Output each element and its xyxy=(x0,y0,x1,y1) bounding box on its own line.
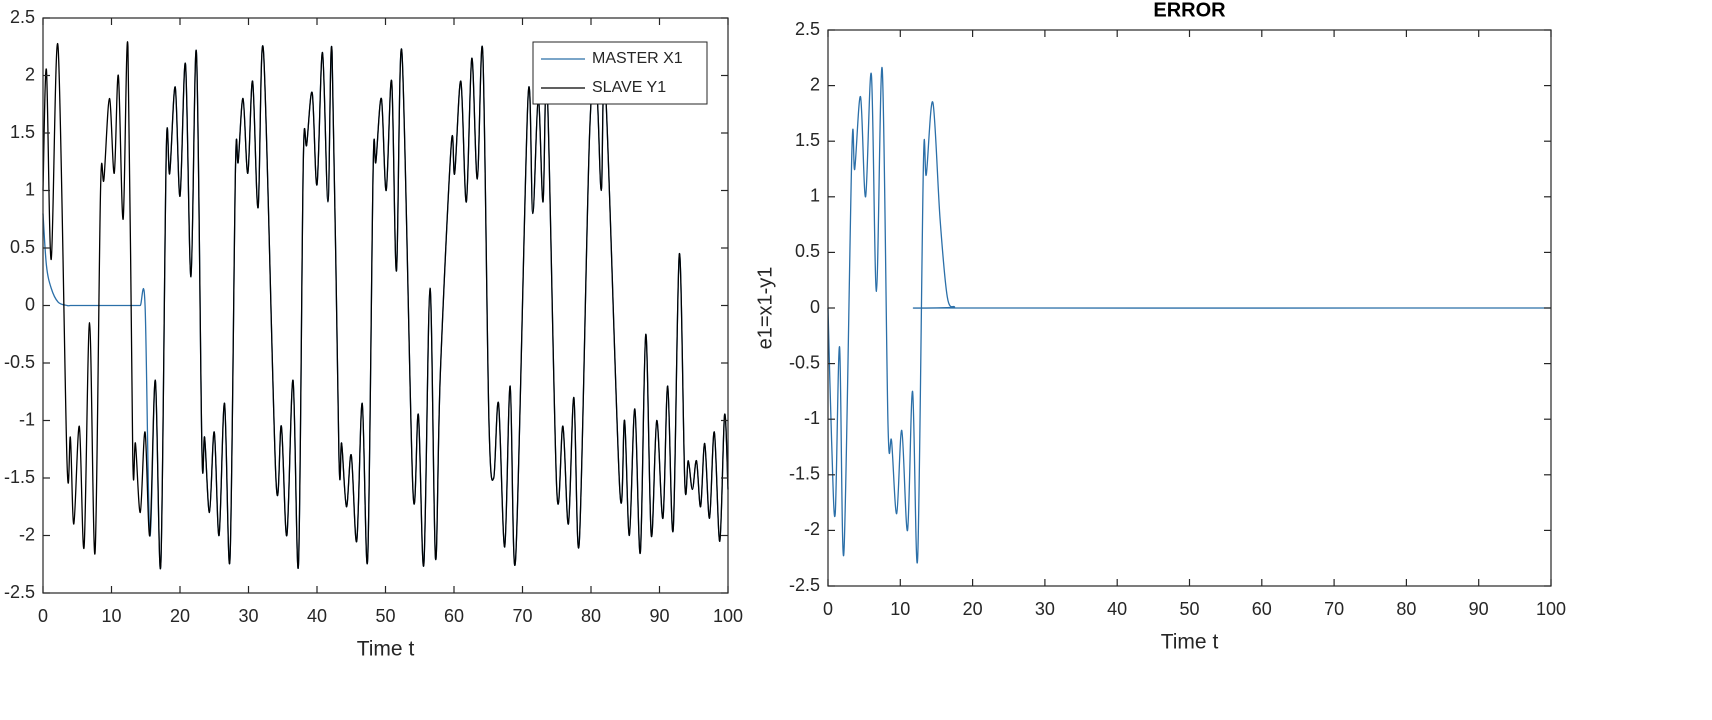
y-tick-label: 0.5 xyxy=(10,237,35,257)
y-tick-label: 0 xyxy=(25,294,35,314)
plot-area xyxy=(43,18,728,593)
y-tick-label: 1.5 xyxy=(10,122,35,142)
x-tick-label: 10 xyxy=(101,606,121,626)
x-tick-label: 30 xyxy=(1035,599,1055,619)
x-tick-label: 50 xyxy=(1179,599,1199,619)
x-axis-label: Time t xyxy=(1161,631,1219,654)
y-tick-label: 0 xyxy=(810,297,820,317)
x-tick-label: 70 xyxy=(512,606,532,626)
y-tick-label: -0.5 xyxy=(789,352,820,372)
x-tick-label: 100 xyxy=(1536,599,1566,619)
y-tick-label: -0.5 xyxy=(4,352,35,372)
y-tick-label: 1 xyxy=(810,186,820,206)
y-tick-label: -1.5 xyxy=(789,464,820,484)
subplot: 0 10 20 30 40 50 60 70 80 90 100 -2.5 -2 -1.5 -1 -0.5 0 0… xyxy=(754,0,1566,654)
y-tick-label: -2 xyxy=(19,524,35,544)
y-tick-label: 0.5 xyxy=(795,241,820,261)
y-tick-label: -2.5 xyxy=(789,575,820,595)
y-tick-label: -1 xyxy=(804,408,820,428)
x-tick-label: 20 xyxy=(963,599,983,619)
chart-title: ERROR xyxy=(1153,0,1226,21)
x-tick-label: 100 xyxy=(713,606,743,626)
legend: MASTER X1 SLAVE Y1 xyxy=(532,41,708,105)
line-series xyxy=(827,67,1552,564)
x-tick-label: 40 xyxy=(307,606,327,626)
subplot: 0 10 20 30 40 50 60 70 80 90 100 -2.5 -2 -1.5 -1 -0.5 0 0… xyxy=(4,7,743,661)
x-tick-label: 70 xyxy=(1324,599,1344,619)
x-tick-label: 10 xyxy=(890,599,910,619)
y-tick-label: -2.5 xyxy=(4,582,35,602)
y-tick-label: -1 xyxy=(19,409,35,429)
legend-box xyxy=(532,41,708,105)
y-axis-label: e1=x1-y1 xyxy=(754,267,776,350)
y-tick-label: 2.5 xyxy=(10,7,35,27)
y-tick-label: -2 xyxy=(804,519,820,539)
x-tick-label: 40 xyxy=(1107,599,1127,619)
x-tick-label: 60 xyxy=(444,606,464,626)
legend-label: SLAVE Y1 xyxy=(592,79,666,96)
y-tick-label: 1.5 xyxy=(795,130,820,150)
y-tick-label: 2 xyxy=(25,64,35,84)
x-tick-label: 0 xyxy=(823,599,833,619)
y-tick-label: 1 xyxy=(25,179,35,199)
x-tick-label: 0 xyxy=(38,606,48,626)
x-tick-label: 60 xyxy=(1252,599,1272,619)
y-tick-label: -1.5 xyxy=(4,467,35,487)
x-tick-label: 30 xyxy=(238,606,258,626)
x-tick-label: 90 xyxy=(649,606,669,626)
x-tick-label: 80 xyxy=(1396,599,1416,619)
legend-label: MASTER X1 xyxy=(592,50,683,67)
y-tick-label: 2.5 xyxy=(795,19,820,39)
x-tick-label: 90 xyxy=(1469,599,1489,619)
x-tick-label: 80 xyxy=(581,606,601,626)
y-tick-label: 2 xyxy=(810,74,820,94)
x-tick-label: 50 xyxy=(375,606,395,626)
x-axis-label: Time t xyxy=(357,638,415,661)
x-tick-label: 20 xyxy=(170,606,190,626)
